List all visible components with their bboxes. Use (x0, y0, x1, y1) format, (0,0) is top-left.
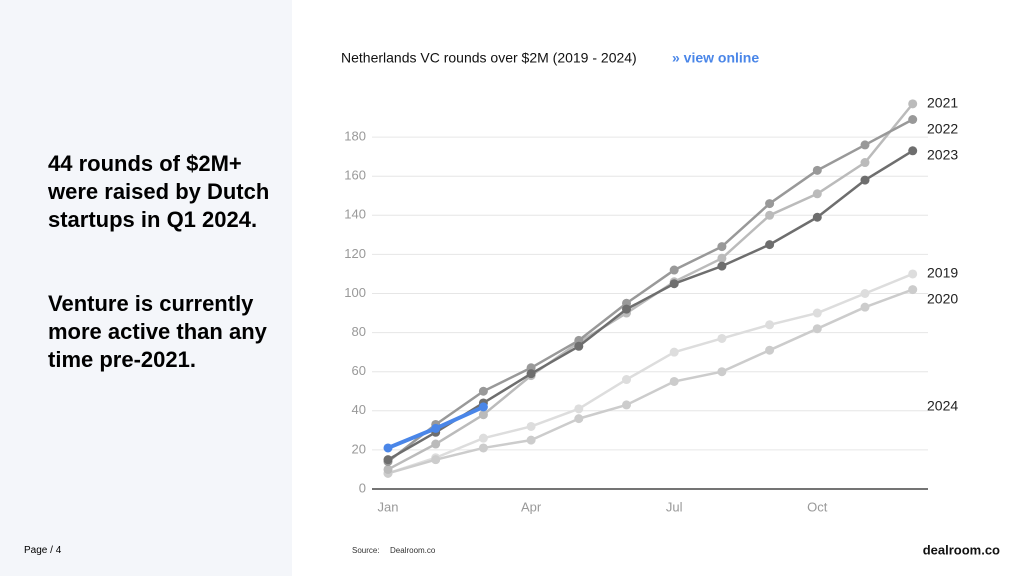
series-line (387, 118, 914, 463)
source-label: Source: (352, 546, 380, 555)
data-point (717, 333, 727, 343)
data-point (526, 369, 536, 379)
y-tick-label: 100 (344, 285, 366, 300)
y-tick-label: 0 (359, 480, 366, 495)
series-line (387, 149, 914, 461)
data-point (478, 402, 488, 412)
chart-title: Netherlands VC rounds over $2M (2019 - 2… (341, 50, 637, 66)
data-point (431, 455, 441, 465)
x-tick-label: Oct (807, 499, 828, 514)
x-tick-label: Jul (666, 499, 683, 514)
series-line (387, 272, 914, 475)
data-point (669, 279, 679, 289)
y-tick-label: 80 (352, 324, 366, 339)
data-point (812, 212, 822, 222)
data-point (765, 240, 775, 250)
data-point (908, 285, 918, 295)
data-point (860, 289, 870, 298)
y-tick-label: 60 (352, 363, 366, 378)
data-point (717, 367, 727, 377)
y-tick-label: 180 (344, 129, 366, 144)
data-point (383, 443, 393, 453)
y-tick-label: 120 (344, 246, 366, 261)
data-point (812, 189, 822, 199)
data-point (860, 140, 870, 150)
data-point (574, 341, 584, 351)
legend-label: 2020 (927, 291, 958, 307)
data-point (431, 439, 441, 449)
y-tick-label: 20 (352, 441, 366, 456)
source: Dealroom.co (390, 546, 436, 555)
data-point (765, 345, 775, 355)
data-point (478, 386, 488, 396)
data-point (478, 443, 488, 453)
data-point (574, 414, 584, 424)
side-panel: 44 rounds of $2M+ were raised by Dutch s… (0, 0, 292, 576)
data-point (478, 410, 488, 420)
data-point (812, 324, 822, 334)
view-online-link[interactable]: » view online (672, 50, 759, 66)
data-point (908, 99, 918, 109)
series-line (387, 288, 914, 475)
logo: dealroom.co (923, 542, 1000, 557)
data-point (669, 265, 679, 275)
data-point (669, 347, 679, 357)
data-point (622, 400, 631, 410)
data-point (431, 423, 441, 433)
x-tick-label: Jan (378, 499, 399, 514)
data-point (812, 165, 822, 175)
data-point (765, 320, 775, 330)
x-tick-label: Apr (521, 499, 542, 514)
data-point (717, 242, 727, 252)
data-point (383, 464, 393, 474)
data-point (526, 421, 536, 431)
headline: 44 rounds of $2M+ were raised by Dutch s… (48, 151, 270, 232)
y-tick-label: 160 (344, 168, 366, 183)
legend-label: 2023 (927, 147, 958, 163)
data-point (622, 375, 631, 385)
data-point (574, 404, 584, 414)
data-point (860, 302, 870, 312)
data-point (908, 269, 918, 279)
legend-label: 2022 (927, 121, 958, 137)
data-point (717, 261, 727, 271)
data-point (383, 455, 393, 465)
data-point (765, 210, 775, 220)
subline: Venture is currently more active than an… (48, 291, 267, 372)
data-point (717, 253, 727, 263)
y-tick-label: 140 (344, 207, 366, 222)
data-point (669, 376, 679, 386)
legend-label: 2021 (927, 95, 958, 111)
data-point (622, 304, 631, 314)
data-point (526, 435, 536, 445)
data-point (908, 146, 918, 156)
data-point (860, 158, 870, 168)
data-point (765, 199, 775, 209)
data-point (860, 175, 870, 185)
data-point (812, 308, 822, 318)
data-point (908, 115, 918, 125)
legend-label: 2019 (927, 265, 958, 281)
data-point (478, 433, 488, 443)
y-tick-label: 40 (352, 402, 366, 417)
page-number: Page / 4 (24, 545, 62, 556)
legend-label: 2024 (927, 398, 958, 414)
